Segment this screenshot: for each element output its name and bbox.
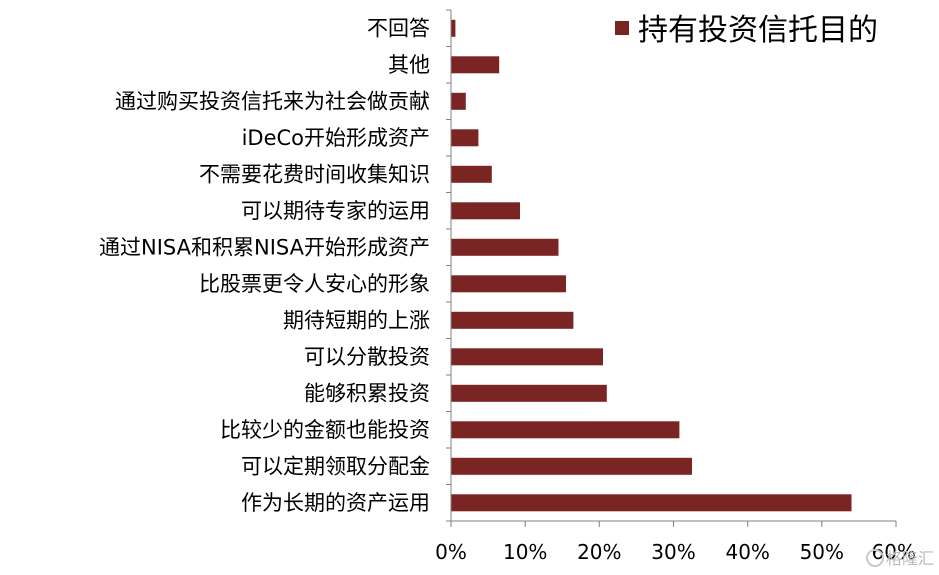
category-label: 作为长期的资产运用 bbox=[241, 491, 430, 515]
category-label: 能够积累投资 bbox=[304, 381, 430, 405]
watermark-text: 格隆汇 bbox=[886, 549, 934, 568]
legend: 持有投资信托目的 bbox=[615, 13, 878, 48]
category-label: 可以分散投资 bbox=[304, 345, 430, 369]
x-tick-label: 20% bbox=[577, 540, 621, 564]
bars-group bbox=[451, 19, 852, 512]
legend-swatch bbox=[615, 21, 629, 35]
category-label: 不回答 bbox=[367, 16, 430, 40]
category-label: 比较少的金额也能投资 bbox=[220, 418, 430, 442]
category-label: 可以期待专家的运用 bbox=[241, 199, 430, 223]
category-label: 比股票更令人安心的形象 bbox=[199, 272, 430, 296]
bar bbox=[451, 19, 456, 37]
category-label: iDeCo开始形成资产 bbox=[242, 126, 430, 150]
bar bbox=[451, 56, 500, 74]
bar bbox=[451, 348, 603, 366]
legend-label: 持有投资信托目的 bbox=[638, 13, 878, 48]
category-label: 期待短期的上涨 bbox=[283, 308, 430, 332]
bar bbox=[451, 421, 680, 439]
watermark: 格隆汇 bbox=[866, 549, 934, 568]
bar bbox=[451, 494, 852, 512]
bar bbox=[451, 129, 479, 147]
x-tick-label: 50% bbox=[800, 540, 844, 564]
bar bbox=[451, 384, 607, 402]
x-tick-label: 10% bbox=[503, 540, 547, 564]
category-label: 通过购买投资信托来为社会做贡献 bbox=[115, 89, 430, 113]
bar bbox=[451, 238, 559, 256]
x-tick-label: 40% bbox=[725, 540, 769, 564]
category-label: 不需要花费时间收集知识 bbox=[199, 162, 430, 186]
category-label: 通过NISA和积累NISA开始形成资产 bbox=[99, 235, 430, 259]
watermark-logo-icon bbox=[866, 549, 884, 567]
bar bbox=[451, 457, 692, 475]
bar bbox=[451, 92, 466, 110]
x-tick-label: 0% bbox=[435, 540, 467, 564]
category-label: 其他 bbox=[388, 53, 430, 77]
bar bbox=[451, 275, 566, 293]
bar bbox=[451, 311, 574, 329]
bar bbox=[451, 165, 492, 183]
x-axis-ticks: 0% 10% 20% 30% 40% 50% 60% bbox=[435, 9, 916, 564]
bar bbox=[451, 202, 520, 220]
x-tick-label: 30% bbox=[651, 540, 695, 564]
category-label: 可以定期领取分配金 bbox=[241, 454, 430, 478]
